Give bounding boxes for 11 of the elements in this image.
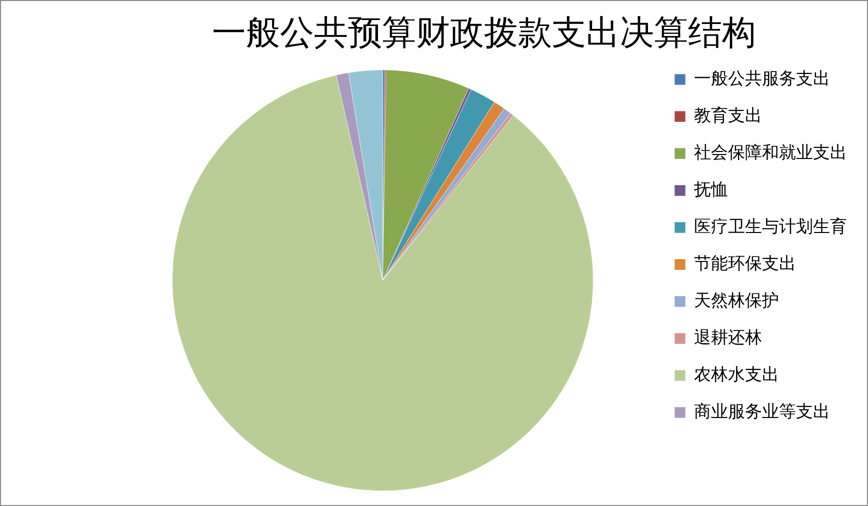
legend-label: 教育支出 bbox=[694, 106, 762, 126]
legend-label: 商业服务业等支出 bbox=[694, 402, 830, 422]
legend-label: 天然林保护 bbox=[694, 290, 779, 311]
legend-label: 医疗卫生与计划生育 bbox=[694, 216, 847, 237]
legend-label: 节能环保支出 bbox=[694, 254, 796, 274]
legend-label: 退耕还林 bbox=[694, 328, 762, 348]
legend-label: 农林水支出 bbox=[694, 364, 779, 385]
legend-label: 一般公共服务支出 bbox=[694, 68, 830, 89]
chart-title: 一般公共预算财政拨款支出决算结构 bbox=[212, 13, 756, 54]
legend-label: 抚恤 bbox=[693, 180, 728, 200]
legend-label: 社会保障和就业支出 bbox=[694, 142, 847, 163]
